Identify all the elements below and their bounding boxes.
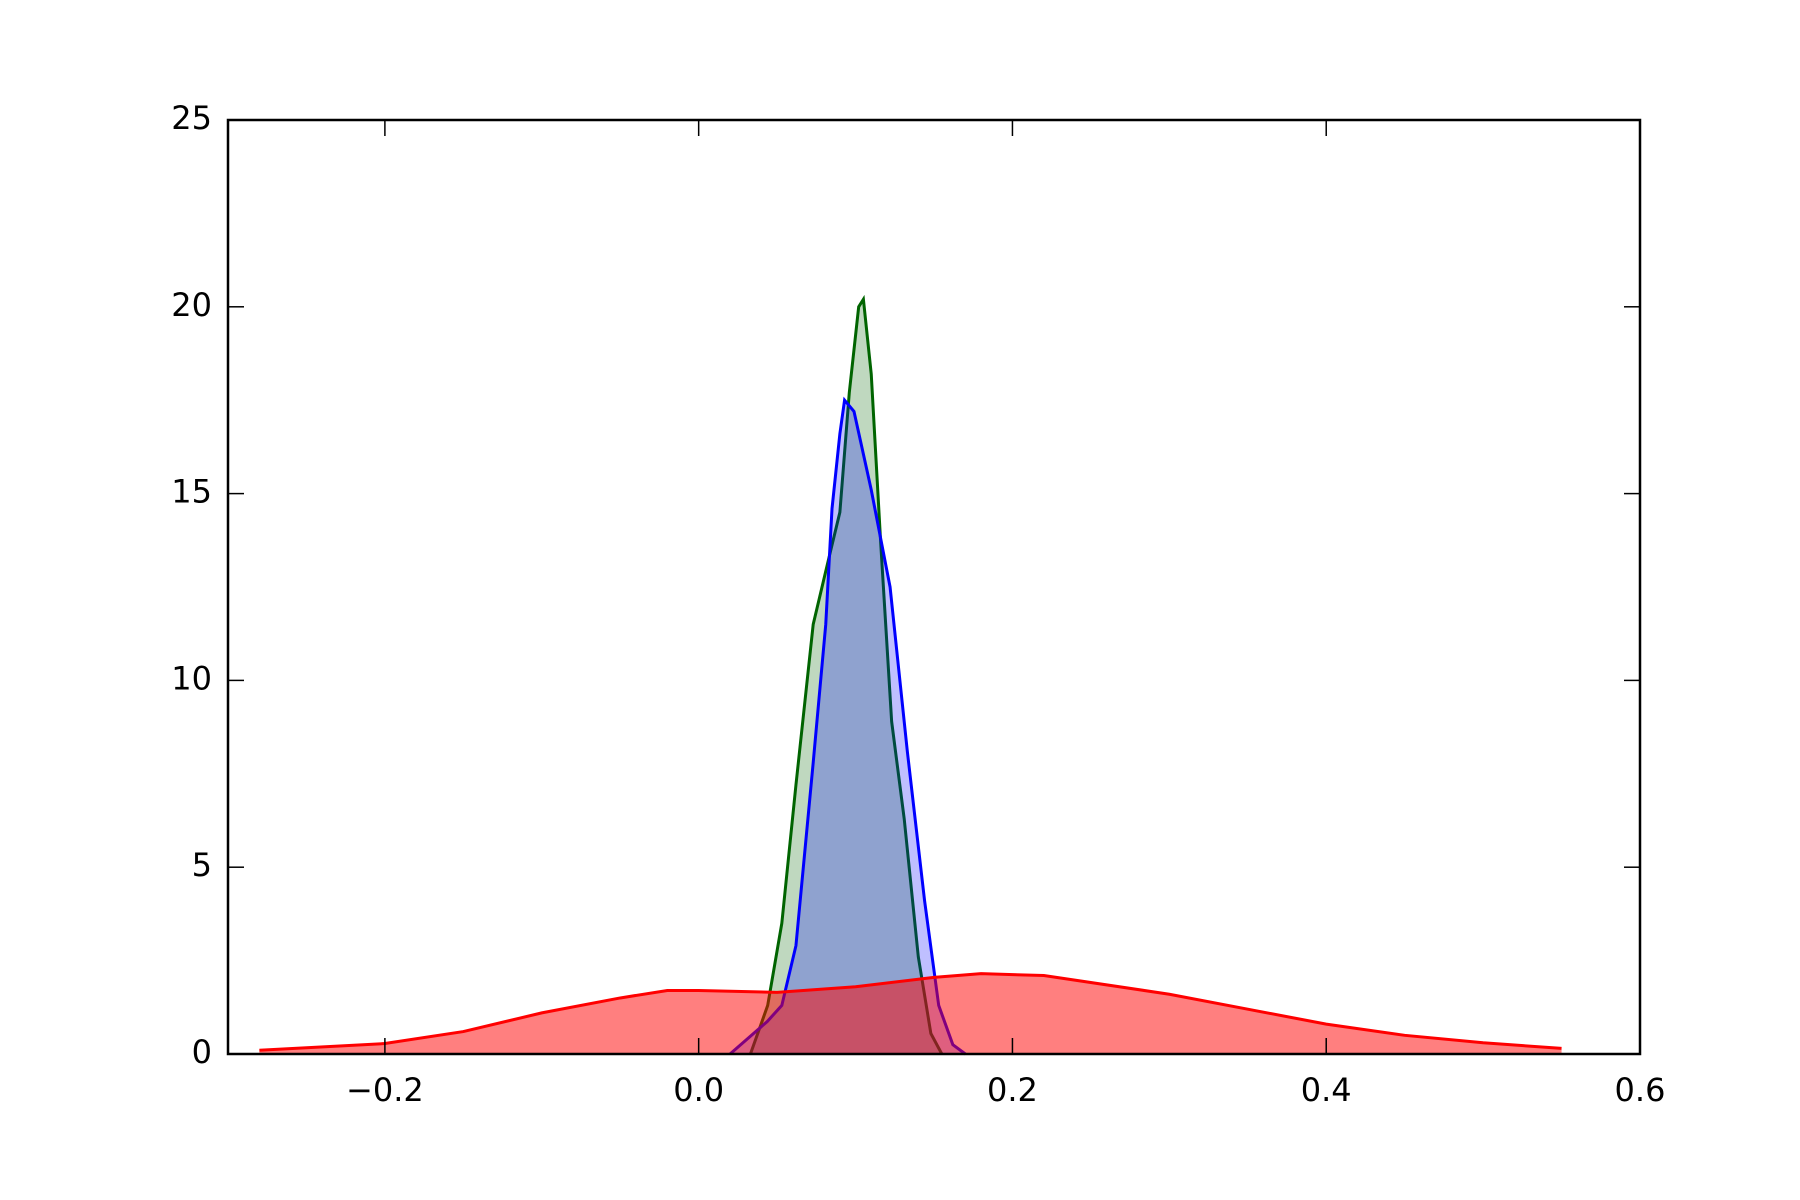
density-line xyxy=(259,972,1562,1052)
x-tick-label: −0.2 xyxy=(346,1071,424,1109)
density-area xyxy=(750,299,942,1055)
x-tick-label: 0.6 xyxy=(1615,1071,1666,1109)
x-tick-label: 0.2 xyxy=(987,1071,1038,1109)
y-tick-label: 25 xyxy=(171,99,212,137)
y-tick-label: 10 xyxy=(171,659,212,697)
x-tick-label: 0.0 xyxy=(673,1071,724,1109)
plot-frame xyxy=(226,118,1642,1056)
x-tick-label: 0.4 xyxy=(1301,1071,1352,1109)
y-tick-label: 20 xyxy=(171,286,212,324)
density-area xyxy=(259,973,1562,1054)
density-area xyxy=(730,400,966,1054)
density-line xyxy=(749,294,944,1055)
y-tick-label: 15 xyxy=(171,473,212,511)
y-tick-label: 0 xyxy=(192,1033,212,1071)
density-line xyxy=(729,396,967,1056)
y-tick-label: 5 xyxy=(192,846,212,884)
